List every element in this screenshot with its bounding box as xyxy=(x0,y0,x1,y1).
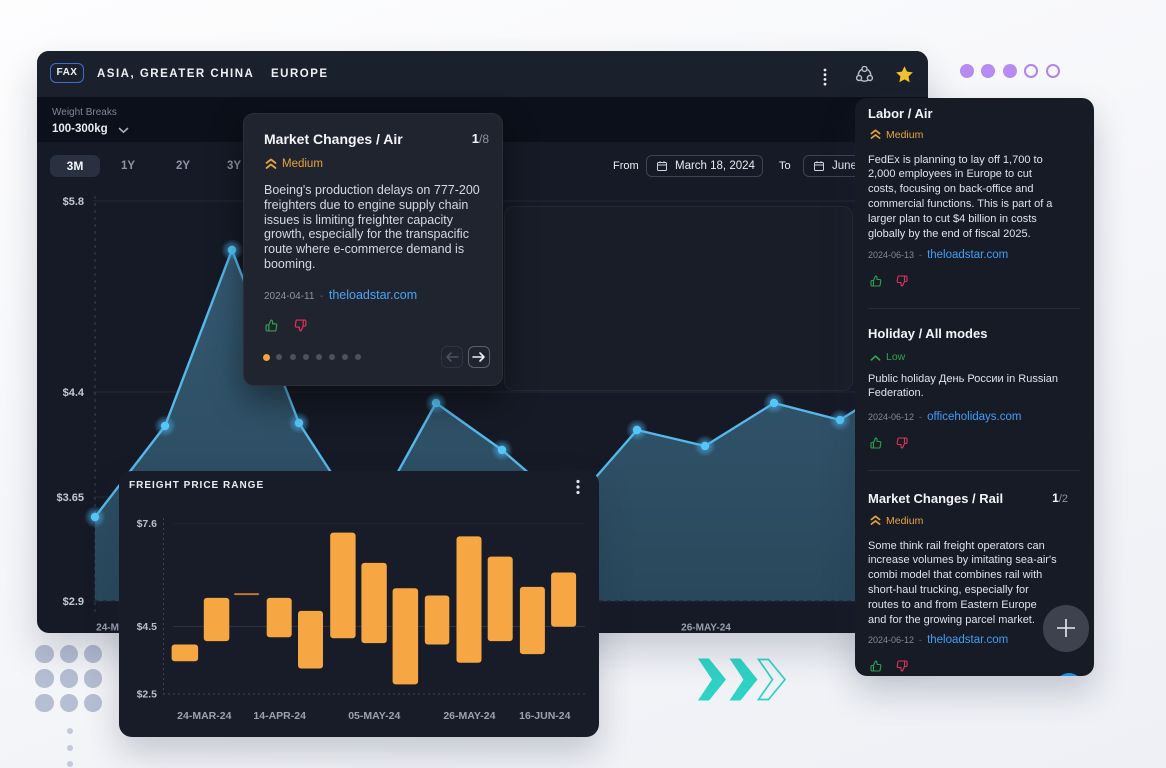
svg-text:26-MAY-24: 26-MAY-24 xyxy=(443,710,495,722)
svg-text:24-MAR-24: 24-MAR-24 xyxy=(177,710,231,722)
svg-text:$3.65: $3.65 xyxy=(56,492,84,504)
svg-text:$5.8: $5.8 xyxy=(63,196,84,208)
svg-text:26-MAY-24: 26-MAY-24 xyxy=(681,623,731,634)
svg-text:$2.9: $2.9 xyxy=(63,596,84,608)
svg-text:$4.5: $4.5 xyxy=(137,621,158,633)
svg-text:$4.4: $4.4 xyxy=(63,387,85,399)
svg-text:$7.6: $7.6 xyxy=(137,518,158,530)
svg-text:16-JUN-24: 16-JUN-24 xyxy=(519,710,571,722)
svg-text:05-MAY-24: 05-MAY-24 xyxy=(348,710,400,722)
svg-text:$2.5: $2.5 xyxy=(137,689,158,701)
svg-text:14-APR-24: 14-APR-24 xyxy=(253,710,306,722)
